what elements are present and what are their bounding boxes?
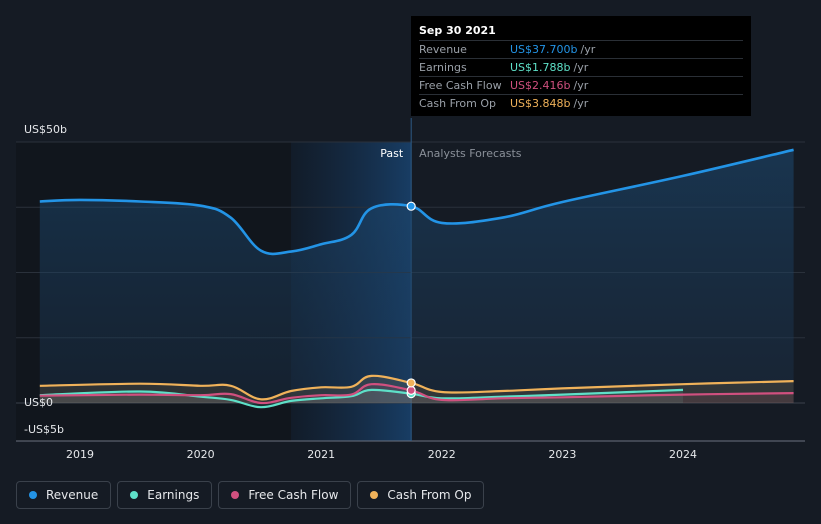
legend-label: Cash From Op: [387, 488, 472, 502]
earnings-area: [39, 389, 684, 408]
legend-label: Earnings: [147, 488, 200, 502]
revenue-area: [39, 149, 794, 403]
tooltip-value: US$2.416b: [510, 79, 571, 92]
legend-dot-icon: [370, 491, 379, 499]
legend-item-cash-from-op[interactable]: Cash From Op: [357, 481, 485, 509]
y-tick-label: US$50b: [24, 123, 67, 136]
tooltip-row-earnings: Earnings US$1.788b /yr: [419, 58, 743, 76]
tooltip-unit: /yr: [573, 61, 589, 74]
past-label: Past: [380, 147, 404, 160]
tooltip-row-revenue: Revenue US$37.700b /yr: [419, 40, 743, 58]
tooltip-value: US$37.700b: [510, 43, 578, 56]
y-tick-label: US$0: [24, 396, 53, 409]
legend-item-revenue[interactable]: Revenue: [16, 481, 112, 509]
legend-label: Free Cash Flow: [248, 488, 339, 502]
y-tick-label: -US$5b: [24, 423, 64, 436]
cash-from-op-marker: [406, 378, 416, 388]
legend-item-free-cash-flow[interactable]: Free Cash Flow: [218, 481, 352, 509]
x-tick-label: 2020: [187, 448, 215, 461]
legend-label: Revenue: [46, 488, 99, 502]
x-tick-label: 2023: [548, 448, 576, 461]
x-tick-label: 2022: [428, 448, 456, 461]
revenue-line: [39, 148, 794, 256]
tooltip-label: Free Cash Flow: [419, 79, 502, 92]
legend-item-earnings[interactable]: Earnings: [117, 481, 213, 509]
x-tick-label: 2021: [307, 448, 335, 461]
tooltip-value: US$3.848b: [510, 97, 571, 110]
legend-dot-icon: [29, 491, 37, 499]
tooltip-label: Cash From Op: [419, 97, 497, 110]
cash-from-op-line: [39, 374, 794, 401]
forecast-label: Analysts Forecasts: [419, 147, 522, 160]
free-cash-flow-line: [39, 383, 794, 405]
legend-dot-icon: [231, 491, 240, 499]
tooltip-row-cash-from-op: Cash From Op US$3.848b /yr: [419, 94, 743, 112]
revenue-marker: [406, 201, 416, 211]
earnings-line: [39, 388, 684, 409]
tooltip-unit: /yr: [573, 97, 589, 110]
tooltip: Sep 30 2021 Revenue US$37.700b /yr Earni…: [411, 16, 751, 116]
tooltip-label: Earnings: [419, 61, 467, 74]
tooltip-value: US$1.788b: [510, 61, 571, 74]
tooltip-unit: /yr: [573, 79, 589, 92]
x-tick-label: 2024: [669, 448, 697, 461]
tooltip-label: Revenue: [419, 43, 467, 56]
legend-dot-icon: [130, 491, 139, 499]
free-cash-flow-marker: [406, 385, 416, 395]
legend: Revenue Earnings Free Cash Flow Cash Fro…: [16, 481, 485, 509]
x-tick-label: 2019: [66, 448, 94, 461]
tooltip-date: Sep 30 2021: [419, 24, 496, 37]
tooltip-unit: /yr: [580, 43, 596, 56]
tooltip-row-free-cash-flow: Free Cash Flow US$2.416b /yr: [419, 76, 743, 94]
